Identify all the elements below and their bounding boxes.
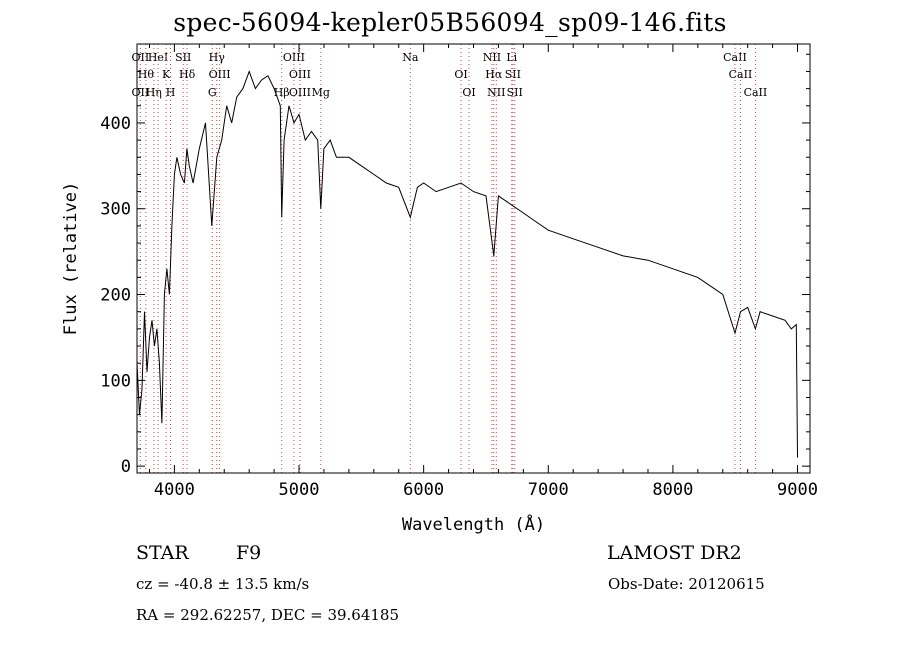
redshift-velocity: cz = -40.8 ± 13.5 km/s [136,575,310,593]
line-label: Na [402,51,419,64]
line-label: Hη [146,86,162,99]
x-tick-label: 9000 [777,480,818,500]
y-tick-label: 200 [100,286,131,306]
line-label: Mg [312,86,330,99]
line-label: SII [505,68,521,81]
x-tick-label: 4000 [154,480,195,500]
line-label: CaII [744,86,768,99]
line-label: OIII [209,68,231,81]
line-label: NII [487,86,505,99]
spectrum-line [136,70,798,458]
line-label: OIII [283,51,305,64]
object-subclass: F9 [236,542,262,564]
line-label: K [162,68,171,81]
line-label: Hα [485,68,503,81]
ra-dec-coordinates: RA = 292.62257, DEC = 39.64185 [136,606,400,624]
line-label: Hδ [179,68,196,81]
x-tick-label: 6000 [403,480,444,500]
line-label: NII [483,51,501,64]
line-label: OII [132,51,150,64]
line-label: CaII [729,68,753,81]
line-label: Hβ [274,86,290,99]
line-label: H [166,86,176,99]
y-tick-label: 400 [100,114,131,134]
line-label: OI [454,68,467,81]
y-axis-label: Flux (relative) [61,182,81,336]
x-tick-label: 5000 [279,480,320,500]
object-class: STAR [136,542,189,564]
x-tick-label: 7000 [528,480,569,500]
line-label: SII [507,86,523,99]
plot-frame [136,43,811,474]
line-label: HeI [148,51,168,64]
data-release: LAMOST DR2 [607,542,742,564]
line-label: OI [462,86,475,99]
chart-title: spec-56094-kepler05B56094_sp09-146.fits [173,8,727,37]
line-label: OII [132,86,150,99]
x-axis-label: Wavelength (Å) [402,513,545,535]
line-label: OIII [289,86,311,99]
observation-date: Obs-Date: 20120615 [608,575,765,593]
y-tick-label: 100 [100,371,131,391]
line-label: G [208,86,217,99]
line-label: Li [506,51,517,64]
x-tick-label: 8000 [652,480,693,500]
y-tick-label: 0 [121,457,131,477]
line-label: OIII [289,68,311,81]
line-label: Hγ [209,51,226,64]
line-label: Hθ [138,68,155,81]
line-label: CaII [723,51,747,64]
line-label: SII [175,51,191,64]
y-tick-label: 300 [100,200,131,220]
